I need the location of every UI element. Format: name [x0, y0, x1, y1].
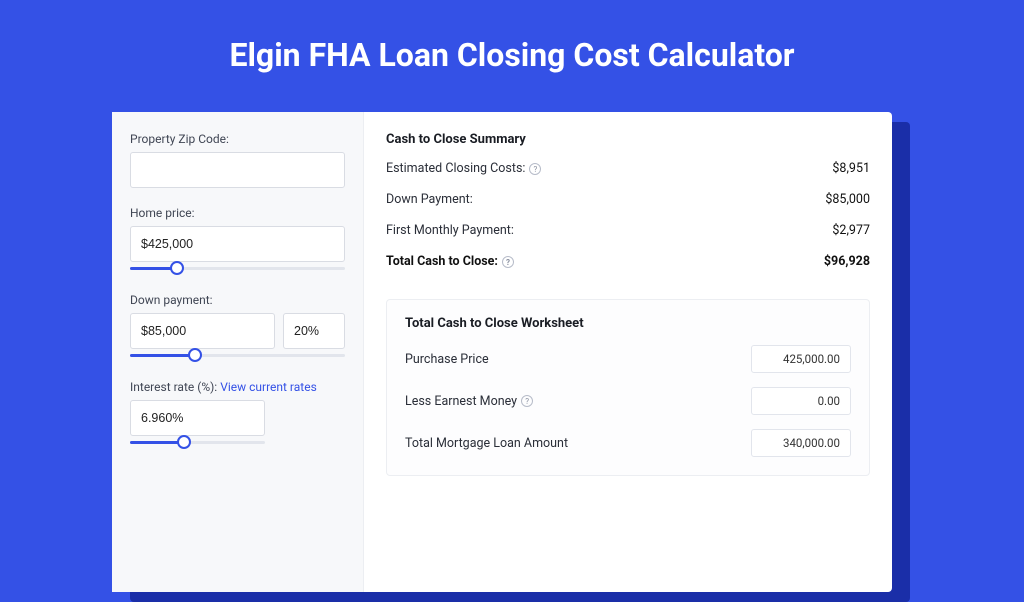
summary-row-label: Estimated Closing Costs:?	[386, 161, 541, 176]
summary-row: Down Payment: $85,000	[386, 192, 870, 207]
page-title: Elgin FHA Loan Closing Cost Calculator	[0, 0, 1024, 102]
interest-rate-label: Interest rate (%): View current rates	[130, 380, 345, 394]
summary-row: First Monthly Payment: $2,977	[386, 223, 870, 238]
interest-rate-field: Interest rate (%): View current rates	[130, 380, 345, 449]
info-icon[interactable]: ?	[521, 395, 533, 407]
summary-row-value: $85,000	[825, 192, 870, 207]
worksheet-row-label: Total Mortgage Loan Amount	[405, 436, 568, 451]
summary-rows: Estimated Closing Costs:? $8,951 Down Paym…	[386, 161, 870, 269]
down-payment-label: Down payment:	[130, 293, 345, 307]
summary-row-label: Total Cash to Close:?	[386, 254, 514, 269]
slider-thumb[interactable]	[177, 435, 191, 449]
worksheet-row: Purchase Price 425,000.00	[405, 345, 851, 373]
worksheet-row: Less Earnest Money? 0.00	[405, 387, 851, 415]
worksheet-section: Total Cash to Close Worksheet Purchase P…	[386, 299, 870, 476]
slider-thumb[interactable]	[170, 261, 184, 275]
results-panel: Cash to Close Summary Estimated Closing …	[364, 112, 892, 592]
zip-field: Property Zip Code:	[130, 132, 345, 188]
down-payment-slider[interactable]	[130, 348, 345, 362]
worksheet-row-label: Purchase Price	[405, 352, 489, 367]
interest-rate-slider[interactable]	[130, 435, 265, 449]
inputs-panel: Property Zip Code: Home price: Down paym…	[112, 112, 364, 592]
down-payment-pct-input[interactable]	[283, 313, 345, 349]
info-icon[interactable]: ?	[502, 256, 514, 268]
worksheet-row-value: 425,000.00	[751, 345, 851, 373]
worksheet-row-value: 0.00	[751, 387, 851, 415]
view-rates-link[interactable]: View current rates	[220, 380, 317, 394]
worksheet-row-value: 340,000.00	[751, 429, 851, 457]
worksheet-row-label: Less Earnest Money?	[405, 394, 533, 409]
down-payment-input[interactable]	[130, 313, 275, 349]
zip-label: Property Zip Code:	[130, 132, 345, 146]
summary-row: Total Cash to Close:? $96,928	[386, 254, 870, 269]
summary-row-value: $96,928	[824, 254, 870, 269]
home-price-label: Home price:	[130, 206, 345, 220]
info-icon[interactable]: ?	[529, 163, 541, 175]
worksheet-title: Total Cash to Close Worksheet	[405, 316, 851, 331]
summary-row-label: Down Payment:	[386, 192, 473, 207]
summary-row-value: $2,977	[832, 223, 870, 238]
summary-title: Cash to Close Summary	[386, 132, 870, 147]
interest-rate-label-text: Interest rate (%):	[130, 380, 217, 394]
worksheet-rows: Purchase Price 425,000.00 Less Earnest Mon…	[405, 345, 851, 457]
slider-fill	[130, 441, 184, 444]
zip-input[interactable]	[130, 152, 345, 188]
worksheet-row: Total Mortgage Loan Amount 340,000.00	[405, 429, 851, 457]
slider-thumb[interactable]	[188, 348, 202, 362]
interest-rate-input[interactable]	[130, 400, 265, 436]
home-price-slider[interactable]	[130, 261, 345, 275]
summary-row-label: First Monthly Payment:	[386, 223, 514, 238]
slider-fill	[130, 354, 195, 357]
home-price-input[interactable]	[130, 226, 345, 262]
summary-row: Estimated Closing Costs:? $8,951	[386, 161, 870, 176]
home-price-field: Home price:	[130, 206, 345, 275]
calculator-card: Property Zip Code: Home price: Down paym…	[112, 112, 892, 592]
down-payment-field: Down payment:	[130, 293, 345, 362]
summary-row-value: $8,951	[832, 161, 870, 176]
